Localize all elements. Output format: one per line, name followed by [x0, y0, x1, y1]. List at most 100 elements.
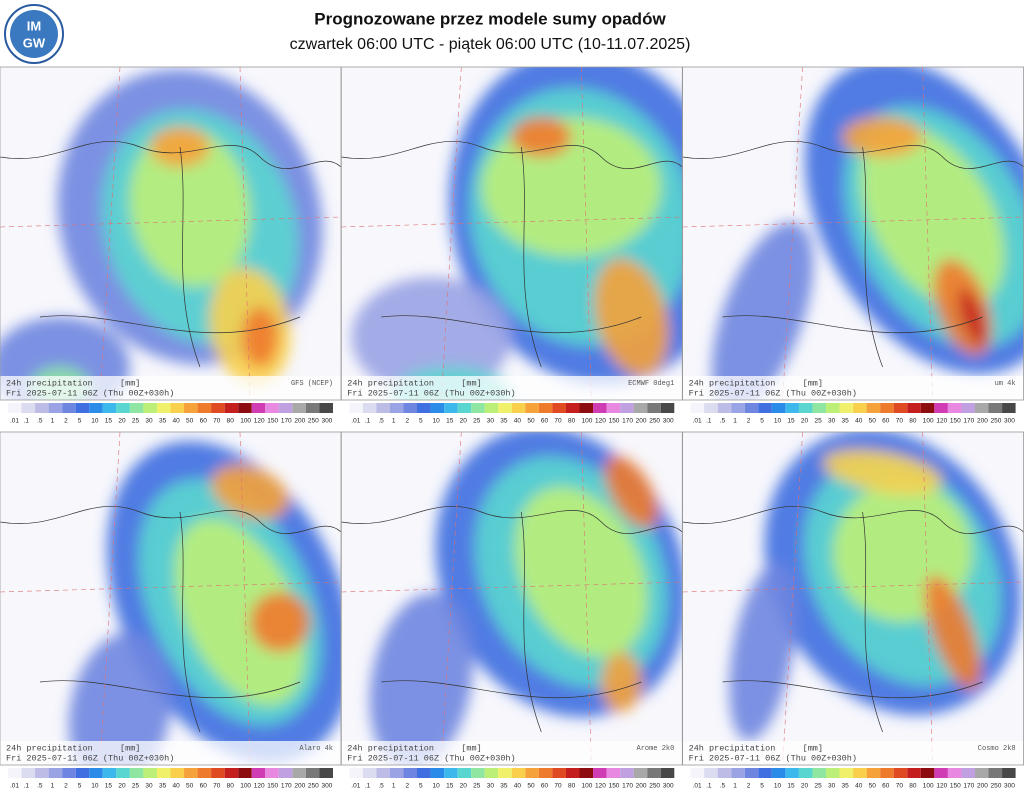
colorbar-swatch	[744, 403, 759, 413]
precip-area	[729, 563, 797, 741]
colorbar-swatch	[826, 403, 840, 413]
colorbar-label: .1	[365, 783, 371, 790]
colorbar: .01.1.5 1 2 5 10 15 20 25 30 35 40 50 60 70 80 100 120 15…	[8, 403, 333, 425]
precipitation-field	[351, 67, 683, 400]
colorbar-swatch	[376, 403, 390, 413]
borders	[682, 141, 1024, 368]
colorbar-swatch	[812, 403, 827, 413]
colorbar: .01.1.5 1 2 5 10 15 20 25 30 35 40 50 60 70 80 100 120 15…	[690, 403, 1016, 425]
colorbar-label: 300	[1004, 418, 1015, 425]
colorbar-label: 20	[460, 783, 468, 790]
colorbar-label: 200	[636, 418, 647, 425]
colorbar-label: .01	[10, 418, 19, 425]
colorbar-label: 25	[473, 783, 481, 790]
valid-label: Fri 2025-07-11 06Z (Thu 00Z+030h)	[689, 388, 857, 398]
colorbar-label: 300	[663, 783, 674, 790]
colorbar-swatch	[170, 403, 185, 413]
colorbar-swatch	[907, 768, 921, 778]
colorbar-label: 2	[405, 783, 409, 790]
colorbar-swatch	[660, 768, 675, 778]
colorbar-swatch	[839, 768, 854, 778]
colorbar-label: 50	[527, 418, 535, 425]
colorbar-swatch	[89, 403, 103, 413]
colorbar-label: 20	[118, 418, 126, 425]
map-panel: 24h precipitation [mm] Arome 2k0 Fri 2025-0…	[340, 431, 683, 766]
colorbar-swatch	[75, 768, 90, 778]
borders	[0, 506, 341, 733]
precipitation-field	[729, 432, 1021, 741]
colorbar-swatch	[184, 768, 198, 778]
colorbar-swatch	[866, 768, 881, 778]
colorbar-label: 15	[787, 418, 795, 425]
colorbar-label: 10	[774, 783, 782, 790]
colorbar-swatch	[389, 768, 404, 778]
colorbar-swatch	[812, 768, 827, 778]
precip-area	[369, 592, 473, 765]
precip-area	[604, 455, 658, 529]
colorbar-swatch	[102, 403, 117, 413]
logo-bottom: GW	[23, 35, 46, 50]
colorbar-label: 170	[963, 783, 974, 790]
colorbar-swatch	[511, 768, 526, 778]
logo-disc	[10, 10, 58, 58]
colorbar-label: 2	[64, 418, 68, 425]
colorbar-label: 25	[473, 418, 481, 425]
colorbar-label: 100	[582, 418, 593, 425]
colorbar-label: 25	[814, 783, 822, 790]
colorbar-swatch	[292, 403, 306, 413]
colorbar-label: 170	[963, 418, 974, 425]
colorbar-swatch	[785, 768, 799, 778]
colorbar-swatch	[866, 403, 881, 413]
precipitation-field	[711, 67, 1024, 400]
colorbar-label: 60	[541, 783, 549, 790]
colorbar-swatch	[717, 768, 732, 778]
model-label: Arome 2k0	[636, 745, 674, 753]
precip-area	[594, 258, 669, 376]
borders	[682, 506, 1024, 733]
colorbar-swatch	[224, 768, 239, 778]
colorbar-label: 20	[801, 783, 809, 790]
colorbar-swatch	[471, 768, 485, 778]
colorbar-label: 50	[869, 783, 877, 790]
colorbar-label: 170	[622, 783, 633, 790]
colorbar-label: 120	[936, 418, 947, 425]
colorbar-label: 250	[991, 418, 1002, 425]
colorbar-label: 15	[446, 783, 454, 790]
colorbar-swatch	[48, 768, 63, 778]
model-label: Alaro 4k	[299, 745, 333, 753]
colorbar-swatch	[197, 768, 212, 778]
colorbar-swatch	[552, 768, 566, 778]
colorbar-swatch	[893, 403, 908, 413]
colorbar-label: 250	[308, 418, 319, 425]
colorbar-label: 250	[649, 783, 660, 790]
precip-area	[351, 277, 512, 397]
colorbar-label: 1	[51, 418, 55, 425]
logo: IM GW	[4, 4, 64, 64]
colorbar-label: 1	[392, 783, 396, 790]
colorbar-label: 120	[595, 783, 606, 790]
colorbar-swatch	[920, 403, 935, 413]
colorbar-swatch	[278, 768, 293, 778]
colorbar-swatch	[251, 403, 266, 413]
colorbar-swatch	[62, 403, 76, 413]
colorbar-swatch	[947, 403, 962, 413]
model-label: um 4k	[995, 380, 1016, 388]
colorbar-label: 10	[433, 418, 441, 425]
colorbar-swatch	[1002, 768, 1016, 778]
colorbar-swatch	[417, 403, 431, 413]
colorbar-label: 35	[500, 418, 508, 425]
colorbar-swatch	[319, 768, 333, 778]
colorbar-swatch	[362, 768, 377, 778]
colorbar-label: .5	[720, 783, 726, 790]
colorbar-label: 150	[609, 418, 620, 425]
colorbar-swatch	[974, 403, 989, 413]
colorbar-swatch	[525, 768, 539, 778]
colorbar-swatch	[116, 768, 130, 778]
map-field: 24h precipitation [mm] ECMWF 0deg1 Fri 2025…	[341, 67, 683, 400]
colorbar-label: 120	[936, 783, 947, 790]
colorbar-label: 200	[294, 783, 305, 790]
colorbar-swatch	[606, 403, 621, 413]
precip-area	[211, 464, 289, 520]
colorbar-label: .1	[24, 783, 30, 790]
map-field: 24h precipitation [mm] um 4k Fri 2025-07-11…	[682, 67, 1024, 400]
